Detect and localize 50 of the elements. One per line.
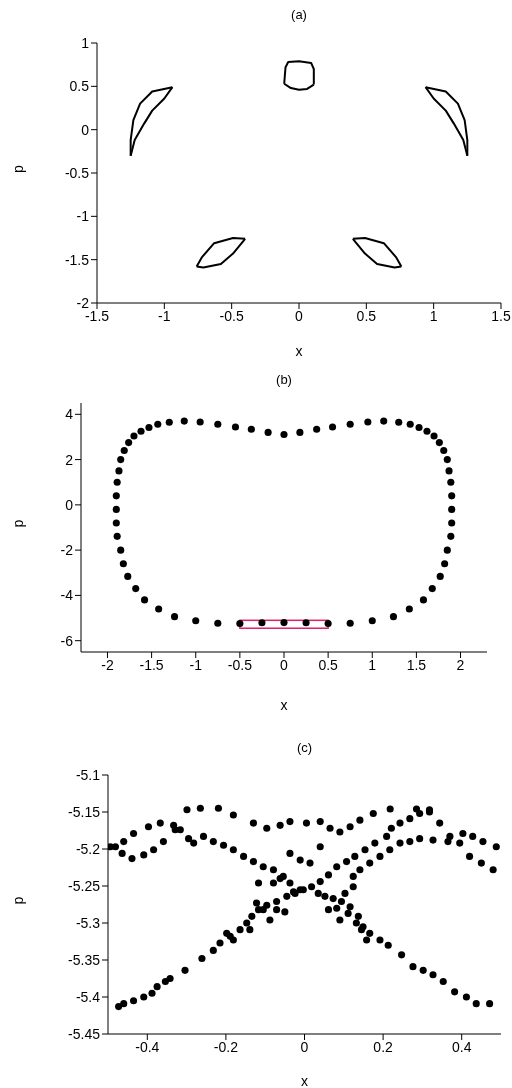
y-axis-title: p xyxy=(9,519,26,528)
x-tick-label: 2 xyxy=(456,656,465,673)
x-axis-title: x xyxy=(280,697,288,713)
x-tick-label: 0 xyxy=(300,1038,309,1055)
x-tick-label: -0.5 xyxy=(227,656,253,673)
y-tick-label: 2 xyxy=(65,451,74,468)
x-axis-title: x xyxy=(295,343,303,359)
x-tick-label: -1 xyxy=(158,307,171,324)
x-tick-label: 1 xyxy=(368,656,377,673)
y-tick-label: -5.3 xyxy=(75,914,101,931)
x-tick-label: 0.2 xyxy=(373,1038,394,1055)
x-tick-label: 0 xyxy=(295,307,304,324)
chart-title: (b) xyxy=(275,372,293,387)
y-tick-label: 1 xyxy=(81,34,90,51)
x-tick-label: 0.4 xyxy=(451,1038,472,1055)
y-tick-label: 0 xyxy=(81,121,90,138)
y-axis-title: p xyxy=(9,165,26,173)
y-tick-label: -0.5 xyxy=(64,164,90,181)
y-tick-label: -1.5 xyxy=(64,251,90,268)
x-tick-label: 0.5 xyxy=(356,307,377,324)
y-tick-label: -5.45 xyxy=(68,1025,101,1042)
x-tick-label: -1.5 xyxy=(139,656,164,673)
x-tick-label: -2 xyxy=(101,656,114,673)
chart-title: (c) xyxy=(295,740,314,755)
x-tick-label: 0 xyxy=(280,656,289,673)
y-tick-label: -5.1 xyxy=(75,766,101,783)
y-tick-label: -5.15 xyxy=(68,803,101,820)
y-tick-label: 0 xyxy=(65,496,74,513)
y-tick-label: 4 xyxy=(65,406,74,423)
y-tick-label: 0.5 xyxy=(69,78,90,95)
y-tick-label: -5.4 xyxy=(75,988,101,1005)
x-tick-label: 1.5 xyxy=(406,656,427,673)
y-tick-label: -6 xyxy=(60,632,74,649)
y-tick-label: -1 xyxy=(76,208,90,225)
chart-title: (a) xyxy=(290,7,308,22)
y-tick-label: -5.25 xyxy=(68,877,101,894)
x-axis-title: x xyxy=(301,1073,308,1088)
x-tick-label: 1 xyxy=(429,307,438,324)
x-tick-label: 0.5 xyxy=(318,656,339,673)
y-tick-label: -5.2 xyxy=(75,840,101,857)
x-tick-label: -0.2 xyxy=(213,1038,239,1055)
x-tick-label: -0.4 xyxy=(135,1038,160,1055)
y-axis-title: p xyxy=(9,896,26,905)
y-tick-label: -5.35 xyxy=(68,951,101,968)
x-tick-label: -1 xyxy=(189,656,203,673)
y-tick-label: -2 xyxy=(60,542,74,559)
y-tick-label: -2 xyxy=(76,294,90,311)
x-tick-label: 1.5 xyxy=(491,307,511,324)
x-tick-label: -0.5 xyxy=(219,307,244,324)
y-tick-label: -4 xyxy=(60,587,74,604)
